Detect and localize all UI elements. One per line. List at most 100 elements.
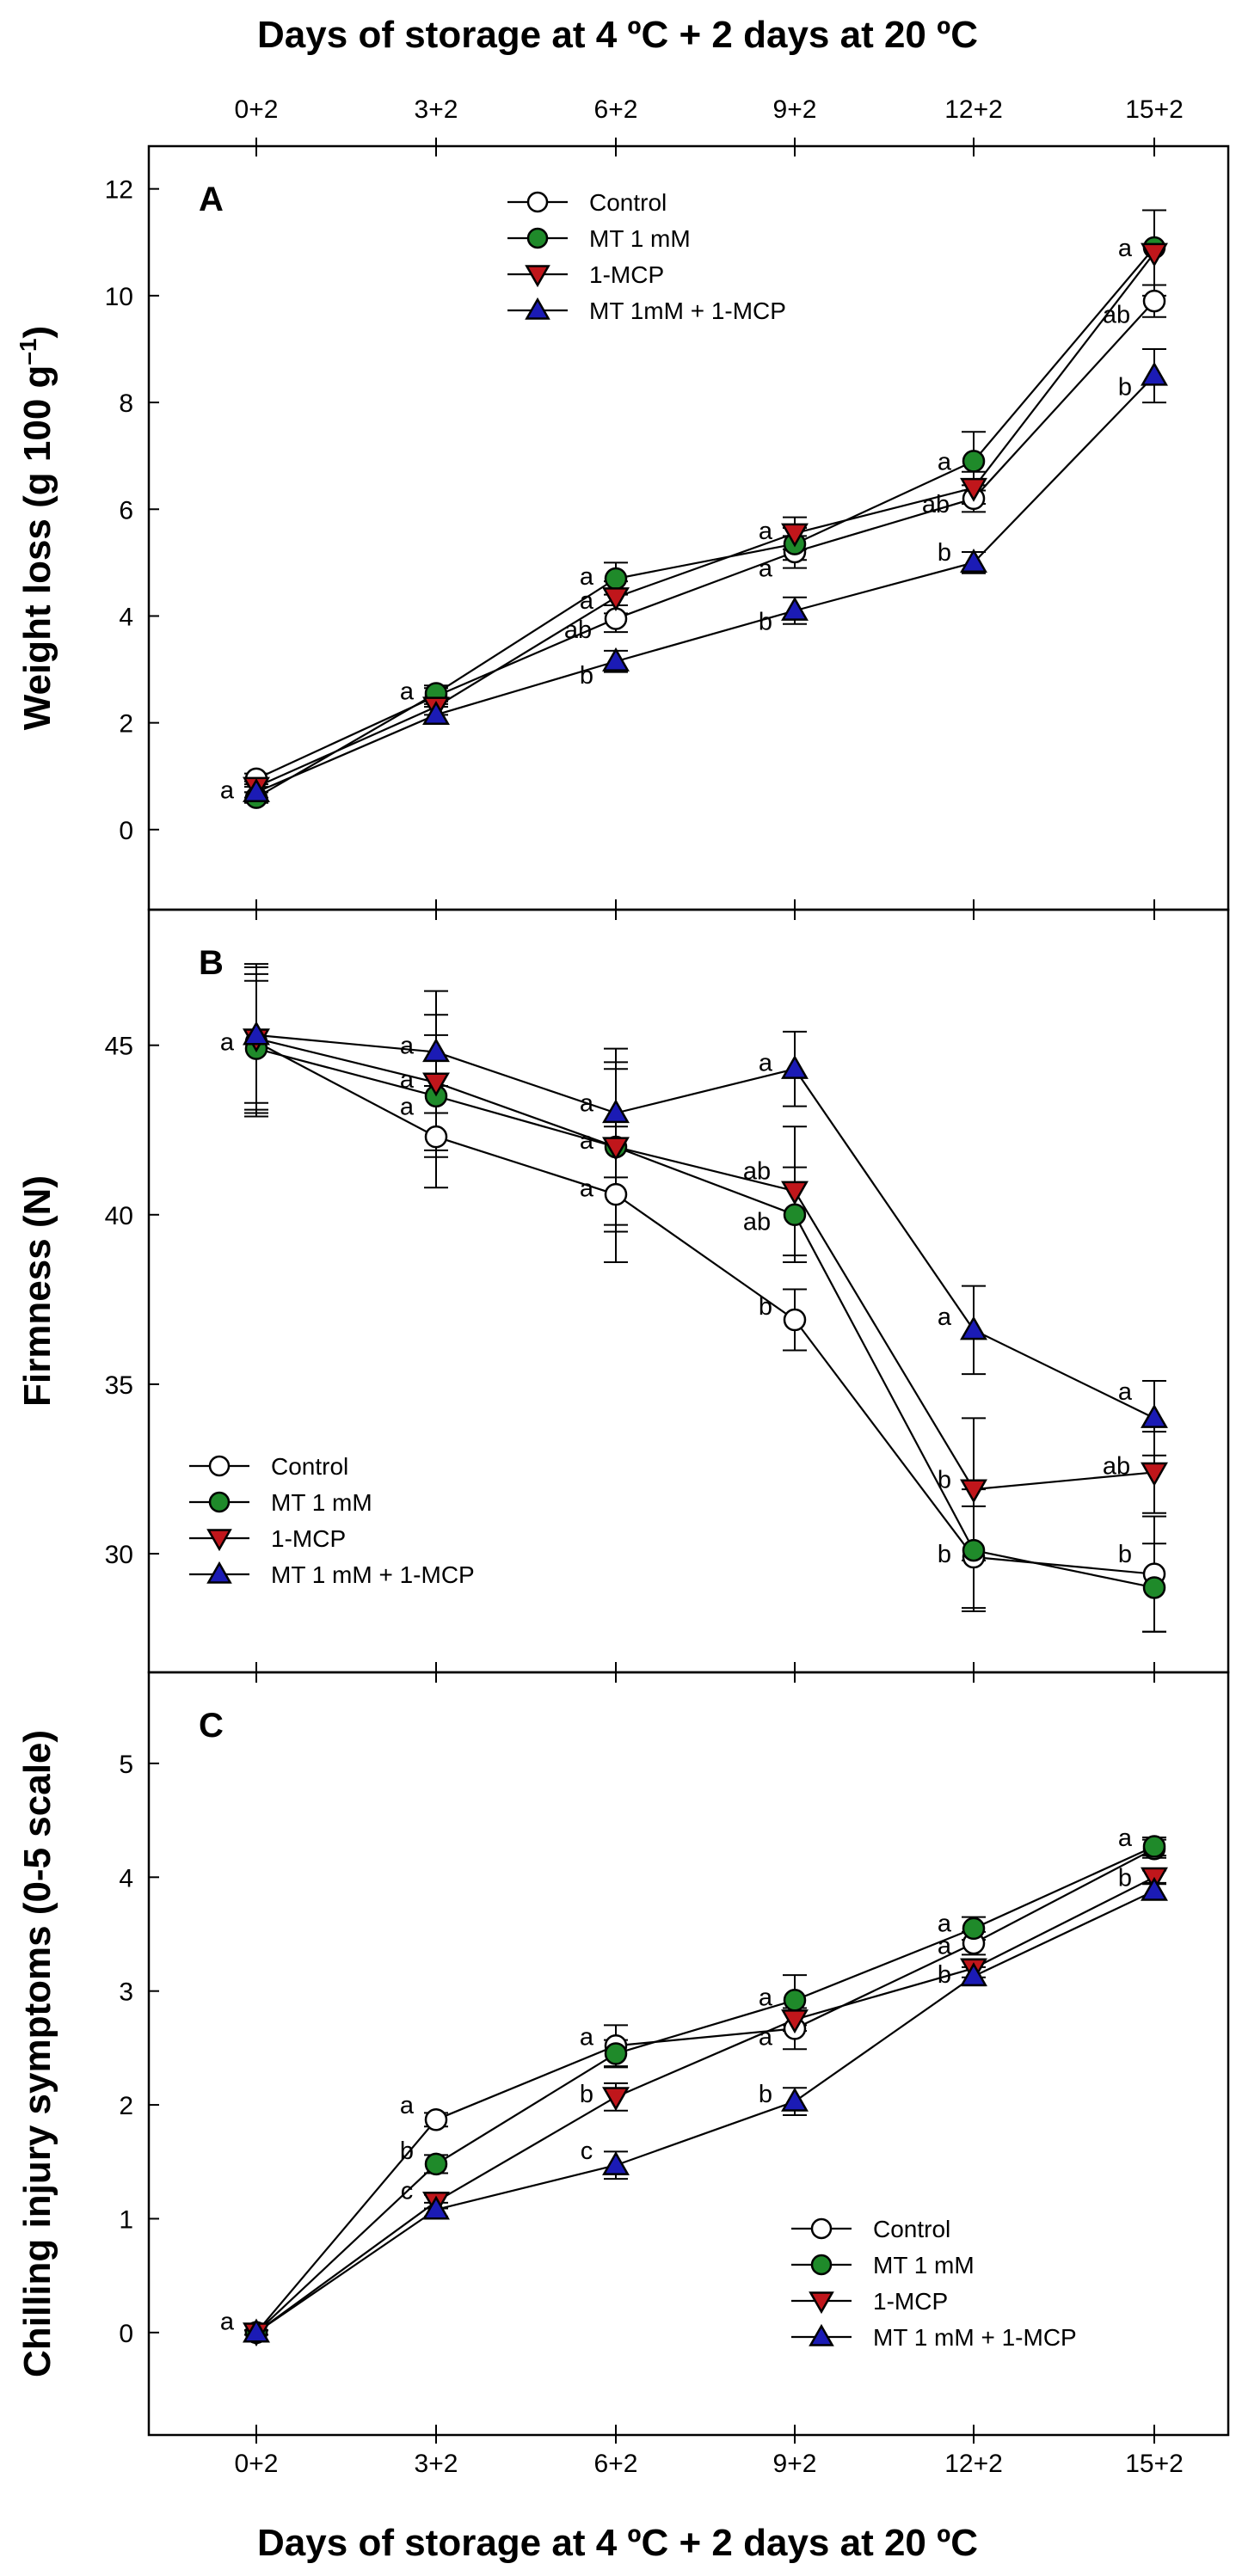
legend-marker-control <box>810 2217 833 2240</box>
y-tick-label: 1 <box>119 2205 133 2234</box>
significance-letter: b <box>938 1961 951 1989</box>
significance-letter: ab <box>564 616 592 644</box>
significance-letter: b <box>759 2081 772 2108</box>
data-point-mt <box>1142 1835 1166 1858</box>
series-line-mcp <box>255 252 1155 788</box>
data-point-mcp <box>602 1137 630 1162</box>
significance-letter: b <box>1118 1864 1132 1892</box>
legend-marker-combo <box>206 1561 232 1584</box>
data-point-combo <box>781 2087 809 2112</box>
data-point-mt <box>783 1989 807 2012</box>
series-line-combo <box>255 1033 1155 1420</box>
x-tick-label-bottom: 0+2 <box>235 2450 279 2478</box>
y-tick-label: 2 <box>119 710 133 739</box>
significance-letter: a <box>400 678 415 705</box>
data-point-control <box>604 1182 628 1206</box>
legend-marker-control <box>208 1455 231 1477</box>
legend-marker-combo <box>809 2323 834 2346</box>
significance-letter: b <box>1118 373 1132 401</box>
panel-letter-a: A <box>199 181 224 218</box>
y-tick-label: 45 <box>105 1033 133 1061</box>
significance-letter: a <box>220 1029 235 1057</box>
significance-letter: b <box>759 1293 772 1321</box>
y-tick-label: 6 <box>119 496 133 524</box>
y-axis-title-a: Weight loss (g 100 g–1) <box>15 326 58 730</box>
significance-letter: a <box>580 1127 594 1155</box>
significance-letter: a <box>759 555 773 583</box>
series-line-control <box>255 1040 1155 1575</box>
data-point-mcp <box>960 1479 987 1504</box>
data-point-mcp <box>781 1181 809 1205</box>
data-point-control <box>783 1308 807 1332</box>
data-point-combo <box>602 647 630 672</box>
significance-letter: b <box>938 1541 951 1568</box>
panel-letter-b: B <box>199 944 224 982</box>
legend-marker-mcp <box>206 1529 232 1552</box>
legend-c: Control MT 1 mM 1-MCP MT 1 mM + 1-MCP <box>791 2216 1077 2351</box>
y-tick-label: 12 <box>105 176 133 205</box>
significance-letter: b <box>938 1466 951 1493</box>
significance-letter: b <box>580 2081 593 2108</box>
series-line-mt <box>255 247 1155 799</box>
significance-letter: b <box>938 539 951 567</box>
significance-letter: a <box>400 1033 415 1060</box>
data-point-mcp <box>1141 1462 1168 1487</box>
significance-letter: c <box>401 2177 414 2205</box>
legend-marker-mt <box>526 227 549 249</box>
x-tick-label-bottom: 12+2 <box>944 2450 1003 2478</box>
y-tick-label: 3 <box>119 1978 133 2007</box>
significance-letter: ab <box>743 1158 771 1186</box>
y-tick-label: 4 <box>119 603 133 631</box>
significance-letter: ab <box>922 491 950 518</box>
legend-marker-mcp <box>525 265 550 288</box>
data-point-control <box>1142 289 1166 313</box>
legend-label-mcp: 1-MCP <box>873 2288 948 2315</box>
significance-letter: a <box>400 1094 415 1121</box>
y-tick-label: 35 <box>105 1371 133 1400</box>
data-point-mcp <box>781 523 809 548</box>
data-point-combo <box>1141 1404 1168 1428</box>
y-tick-label: 5 <box>119 1751 133 1779</box>
significance-letter: a <box>938 1910 952 1937</box>
data-point-mt <box>604 567 628 591</box>
significance-letter: a <box>938 448 952 475</box>
data-point-mcp <box>422 1072 450 1097</box>
legend-label-combo: MT 1mM + 1-MCP <box>589 297 786 324</box>
x-tick-label-top: 9+2 <box>773 95 817 124</box>
data-point-mcp <box>960 477 987 502</box>
bottom-x-axis-title: Days of storage at 4 ºC + 2 days at 20 º… <box>257 2522 978 2564</box>
legend-marker-combo <box>525 297 550 320</box>
x-tick-label-bottom: 3+2 <box>415 2450 458 2478</box>
x-tick-label-top: 3+2 <box>415 95 458 124</box>
y-tick-label: 40 <box>105 1202 133 1230</box>
data-point-control <box>604 607 628 630</box>
x-tick-label-top: 15+2 <box>1125 95 1184 124</box>
legend-marker-mt <box>810 2254 833 2276</box>
data-point-mt <box>604 2042 628 2065</box>
significance-letter: a <box>580 1175 594 1202</box>
significance-letter: a <box>1118 1825 1133 1852</box>
significance-letter: a <box>759 1984 773 2011</box>
significance-letter: ab <box>1103 302 1130 329</box>
data-point-mt <box>1142 1576 1166 1599</box>
legend-label-mcp: 1-MCP <box>589 261 664 288</box>
x-tick-label-top: 0+2 <box>235 95 279 124</box>
data-point-mcp <box>781 2009 809 2034</box>
x-tick-label-top: 6+2 <box>594 95 638 124</box>
data-point-combo <box>243 778 270 802</box>
legend-label-control: Control <box>271 1453 348 1480</box>
top-x-axis-title: Days of storage at 4 ºC + 2 days at 20 º… <box>257 14 978 56</box>
legend-a: Control MT 1 mM 1-MCP MT 1mM + 1-MCP <box>507 189 786 324</box>
y-tick-label: 2 <box>119 2092 133 2120</box>
series-line-mcp <box>255 1876 1155 2334</box>
significance-letter: a <box>1118 1378 1133 1406</box>
significance-letter: a <box>759 1049 773 1076</box>
data-point-combo <box>243 2318 270 2343</box>
legend-marker-mcp <box>809 2291 834 2315</box>
data-point-mcp <box>602 587 630 612</box>
y-tick-label: 4 <box>119 1864 133 1892</box>
panel-letter-c: C <box>199 1707 224 1745</box>
series-line-control <box>255 300 1155 780</box>
